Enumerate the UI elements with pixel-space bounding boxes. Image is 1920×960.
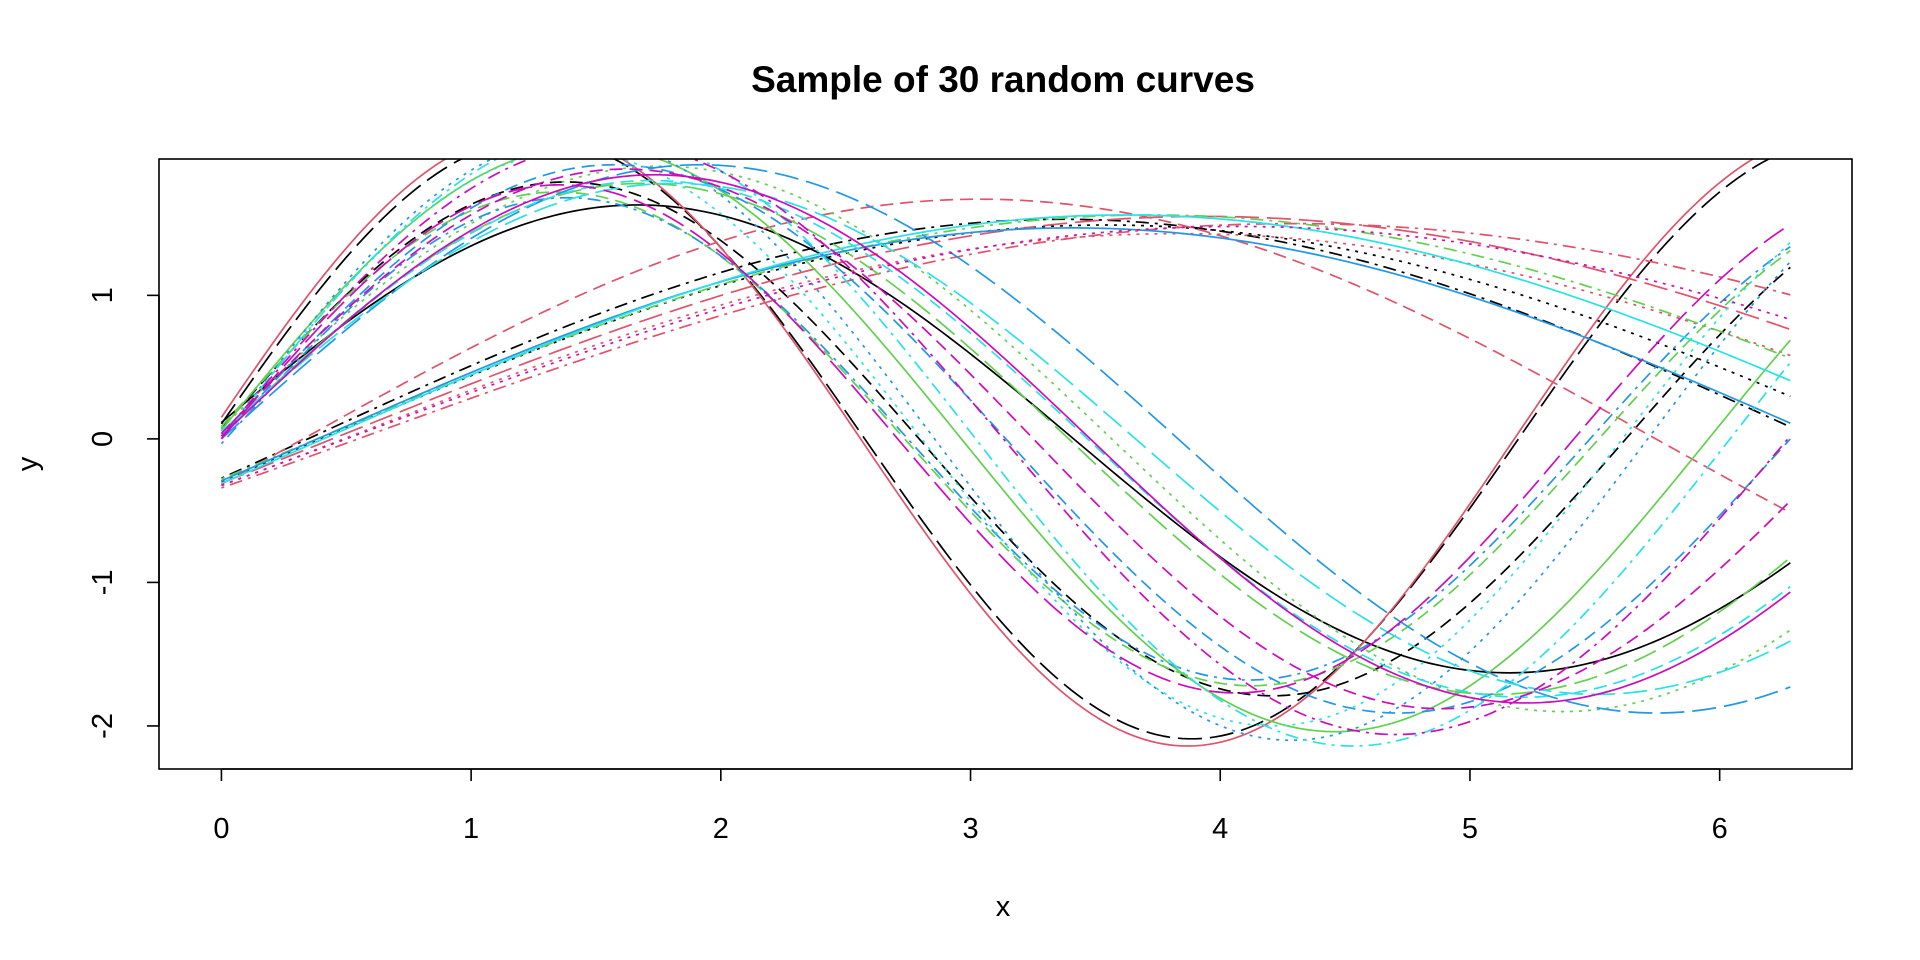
y-tick-label: 1 (87, 287, 119, 303)
chart-title: Sample of 30 random curves (751, 59, 1255, 100)
y-tick-label: -2 (87, 713, 119, 739)
series-line-19 (220, 196, 1791, 681)
x-tick-label: 2 (713, 813, 729, 845)
series-line-17 (220, 163, 1791, 714)
x-tick-label: 5 (1462, 813, 1478, 845)
series-line-24 (220, 159, 1791, 747)
series-line-26 (220, 173, 1791, 704)
x-axis: 0 1 2 3 4 5 6 (213, 768, 1728, 845)
series-line-6 (220, 159, 1755, 747)
y-tick-label: 0 (87, 431, 119, 447)
series-line-30 (220, 183, 1791, 694)
series-line-21 (221, 214, 1791, 485)
series-line-5 (220, 159, 1771, 740)
series-line-14 (221, 214, 1791, 480)
series-line-1 (220, 204, 1791, 674)
series-line-3 (221, 224, 1791, 483)
series-line-7 (221, 198, 1791, 514)
series-line-25 (220, 182, 1791, 696)
x-tick-label: 3 (962, 813, 978, 845)
series-line-2 (220, 181, 1791, 697)
y-tick-label: -1 (87, 570, 119, 596)
series-line-23 (220, 159, 1791, 727)
series-line-16 (221, 227, 1791, 482)
plot-frame (158, 158, 1853, 770)
series-line-15 (220, 182, 1791, 696)
x-tick-label: 1 (463, 813, 479, 845)
series-line-9 (221, 222, 1791, 489)
series-line-29 (220, 159, 1791, 736)
series-line-11 (220, 159, 1791, 733)
y-axis-label: y (12, 456, 44, 471)
series-line-13 (220, 165, 1791, 713)
x-tick-label: 0 (213, 813, 229, 845)
series-line-20 (220, 163, 1791, 714)
series-line-10 (221, 215, 1791, 484)
series-layer (220, 159, 1791, 747)
y-axis: -2 -1 0 1 (87, 287, 160, 739)
series-line-12 (220, 191, 1791, 687)
x-tick-label: 4 (1212, 813, 1228, 845)
series-line-18 (220, 159, 1791, 742)
x-axis-label: x (996, 891, 1011, 923)
x-tick-label: 6 (1712, 813, 1728, 845)
series-line-8 (221, 232, 1791, 487)
